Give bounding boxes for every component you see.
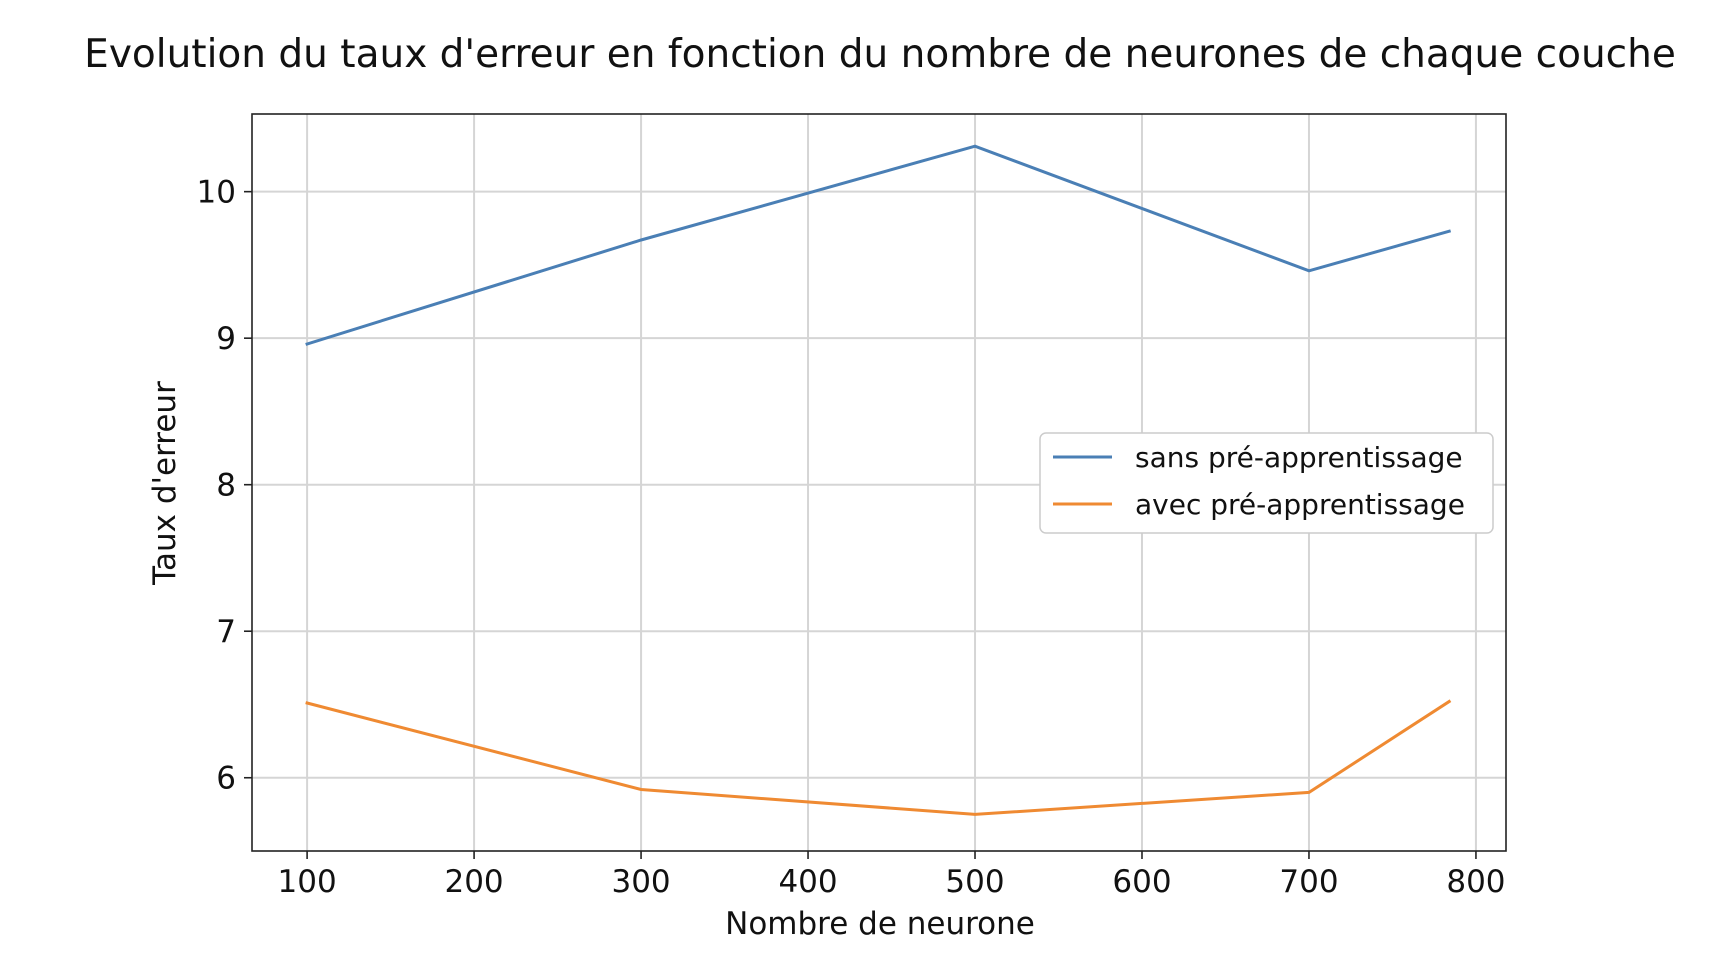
legend-label-avec: avec pré-apprentissage <box>1135 488 1465 521</box>
y-tick-label: 6 <box>216 761 236 797</box>
x-tick-label: 600 <box>1112 864 1171 900</box>
y-tick-label: 10 <box>197 175 236 211</box>
x-tick-label: 800 <box>1446 864 1505 900</box>
chart-title: Evolution du taux d'erreur en fonction d… <box>84 32 1676 77</box>
x-axis-label: Nombre de neurone <box>725 906 1035 942</box>
x-tick-label: 100 <box>278 864 337 900</box>
x-tick-label: 200 <box>444 864 503 900</box>
x-tick-label: 500 <box>945 864 1004 900</box>
x-tick-label: 300 <box>611 864 670 900</box>
legend-box <box>1039 432 1494 534</box>
series-layer <box>305 144 1452 816</box>
x-tick-label: 400 <box>778 864 837 900</box>
legend-label-sans: sans pré-apprentissage <box>1135 441 1463 474</box>
y-tick-label: 8 <box>216 468 236 504</box>
y-axis-label: Taux d'erreur <box>147 381 183 586</box>
plot-frame <box>251 113 1507 852</box>
series-line-sans-pre-apprentissage <box>305 144 1452 346</box>
y-tick-label: 7 <box>216 614 236 650</box>
legend: sans pré-apprentissage avec pré-apprenti… <box>1039 432 1494 534</box>
tick-layer: 100 200 300 400 500 600 700 800 6 7 8 9 10 <box>197 175 1506 900</box>
x-tick-label: 700 <box>1279 864 1338 900</box>
y-tick-label: 9 <box>216 321 236 357</box>
series-line-avec-pre-apprentissage <box>305 699 1452 816</box>
